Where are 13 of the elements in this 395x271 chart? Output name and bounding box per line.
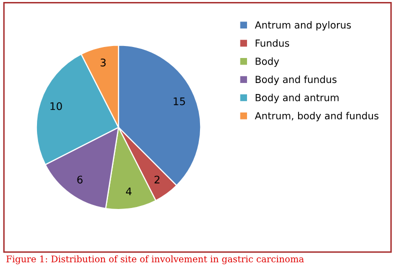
legend-label: Body xyxy=(256,57,280,67)
data-label: 15 xyxy=(174,97,185,106)
data-label: 10 xyxy=(50,102,62,110)
data-label: 4 xyxy=(126,188,132,196)
data-label: 6 xyxy=(77,176,83,184)
legend-label: Antrum, body and fundus xyxy=(254,112,378,122)
data-label: 3 xyxy=(100,58,106,66)
legend-label: Antrum and pylorus xyxy=(254,21,351,31)
caption: Figure 1: Distribution of site of involvement in gastric carcinoma xyxy=(6,255,304,264)
legend-label: Fundus xyxy=(256,39,290,47)
legend-label: Body and fundus xyxy=(256,76,336,85)
data-label: 2 xyxy=(154,176,160,184)
legend-label: Body and antrum xyxy=(256,94,339,104)
